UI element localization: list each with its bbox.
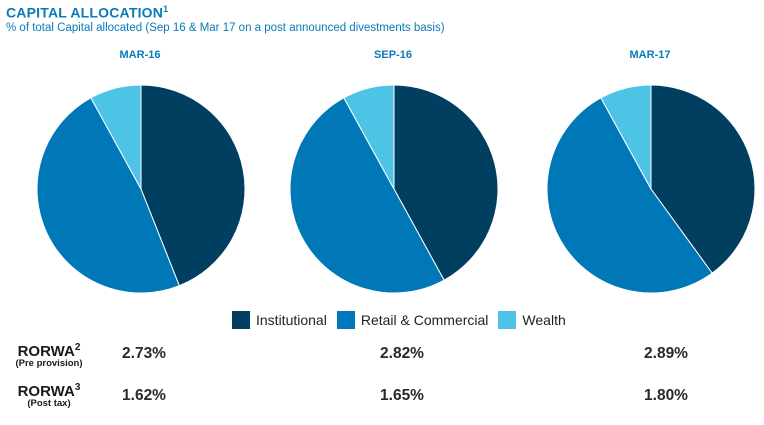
rorwa-pre-value-mar16: 2.73% xyxy=(122,345,166,362)
pie-slice-sep16-retail-commercial xyxy=(289,97,445,294)
rorwa-pre-value-sep16: 2.82% xyxy=(380,345,424,362)
rorwa-pre-sublabel: (Pre provision) xyxy=(15,358,83,369)
legend-item-retail: Retail & Commercial xyxy=(336,311,489,329)
legend-label-institutional: Institutional xyxy=(256,312,327,328)
chart-subtitle: % of total Capital allocated (Sep 16 & M… xyxy=(6,22,445,34)
legend-item-institutional: Institutional xyxy=(232,311,327,329)
pie-slice-mar17-retail-commercial xyxy=(546,97,713,294)
pie-title-mar16: MAR-16 xyxy=(119,49,161,61)
legend-swatch-institutional xyxy=(232,311,250,329)
rorwa-post-value-mar16: 1.62% xyxy=(122,387,166,404)
title-footnote: 1 xyxy=(163,4,169,14)
legend: Institutional Retail & Commercial Wealth xyxy=(232,311,576,329)
legend-item-wealth: Wealth xyxy=(498,311,566,329)
pie-slice-mar16-retail-commercial xyxy=(36,97,180,294)
rorwa-pre-value-mar17: 2.89% xyxy=(644,345,688,362)
legend-label-retail: Retail & Commercial xyxy=(360,312,489,328)
rorwa-post-sublabel: (Post tax) xyxy=(27,398,71,409)
pie-title-mar17: MAR-17 xyxy=(629,49,671,61)
pie-slice-sep16-institutional xyxy=(393,84,499,281)
legend-swatch-retail xyxy=(336,311,355,329)
pie-slice-mar16-wealth xyxy=(90,84,142,190)
rorwa-pre-label: RORWA2 (Pre provision) xyxy=(6,341,92,369)
pie-chart-mar16 xyxy=(36,84,246,294)
chart-title: CAPITAL ALLOCATION1 xyxy=(6,4,169,21)
rorwa-post-label: RORWA3 (Post tax) xyxy=(6,381,92,409)
rorwa-post-value-sep16: 1.65% xyxy=(380,387,424,404)
pie-slice-sep16-wealth xyxy=(343,84,395,190)
rorwa-post-value-mar17: 1.80% xyxy=(644,387,688,404)
pie-slice-mar17-institutional xyxy=(650,84,756,274)
legend-label-wealth: Wealth xyxy=(522,312,566,328)
pie-slice-mar17-wealth xyxy=(600,84,652,190)
pie-slice-mar16-institutional xyxy=(140,84,246,287)
pie-chart-mar17 xyxy=(546,84,756,294)
pie-chart-sep16 xyxy=(289,84,499,294)
pie-title-sep16: SEP-16 xyxy=(374,49,412,61)
legend-swatch-wealth xyxy=(498,311,517,329)
